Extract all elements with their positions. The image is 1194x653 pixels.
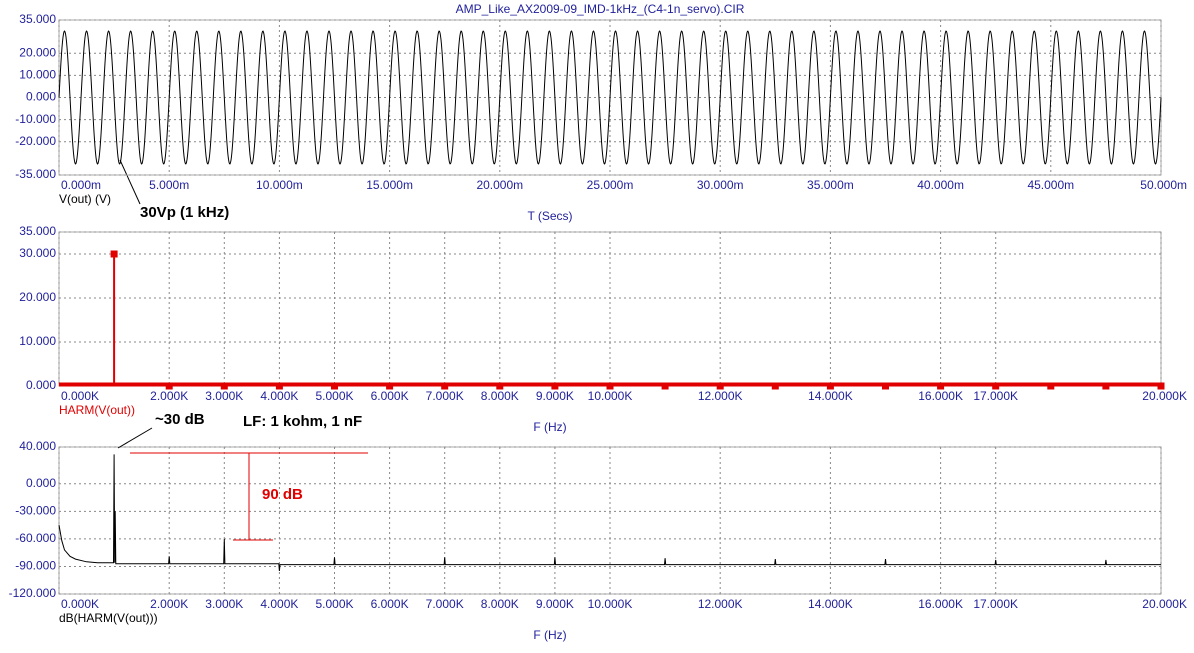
y-tick-label: -60.000: [15, 531, 56, 545]
stem-marker: [110, 250, 118, 258]
x-tick-label: 14.000K: [808, 597, 853, 611]
y-tick-label: 0.000: [26, 476, 56, 490]
y-tick-label: 10.000: [19, 68, 56, 82]
stem-marker: [1047, 382, 1055, 390]
x-tick-label: 4.000K: [260, 389, 298, 403]
stem-marker: [220, 382, 228, 390]
x-tick-label: 16.000K: [918, 389, 963, 403]
stem-marker: [882, 382, 889, 390]
legend-entry: HARM(V(out)): [59, 403, 135, 417]
x-tick-label: 7.000K: [426, 597, 464, 611]
x-tick-label: 40.000m: [917, 178, 964, 192]
x-tick-label: 10.000m: [256, 178, 303, 192]
annotation-leader: [117, 427, 153, 449]
x-tick-label: 35.000m: [807, 178, 854, 192]
y-tick-label: -10.000: [15, 112, 56, 126]
waveform: [58, 30, 1162, 165]
stem-marker: [1157, 382, 1165, 390]
y-tick-label: 40.000: [19, 439, 56, 453]
annotation: ~30 dB: [155, 411, 205, 428]
stem-marker: [275, 382, 283, 390]
y-tick-label: 20.000: [19, 45, 56, 59]
x-tick-label: 8.000K: [481, 597, 519, 611]
y-tick-label: 20.000: [19, 290, 56, 304]
annotation: 30Vp (1 kHz): [140, 204, 229, 221]
x-tick-label: 2.000K: [150, 389, 188, 403]
stem-marker: [937, 382, 945, 390]
stem-marker: [1102, 382, 1110, 390]
stem-marker: [496, 382, 504, 390]
x-tick-label: 10.000K: [588, 597, 633, 611]
x-tick-label: 17.000K: [973, 389, 1018, 403]
y-tick-label: 30.000: [19, 246, 56, 260]
stem-marker: [551, 382, 559, 390]
y-tick-label: -35.000: [15, 167, 56, 181]
y-tick-label: -30.000: [15, 503, 56, 517]
x-tick-label: 16.000K: [918, 597, 963, 611]
x-axis-label: F (Hz): [533, 420, 566, 434]
x-tick-label: 25.000m: [587, 178, 634, 192]
x-tick-label: 20.000K: [1142, 597, 1187, 611]
x-tick-label: 9.000K: [536, 389, 574, 403]
legend-entry: dB(HARM(V(out))): [59, 611, 158, 625]
x-axis-label: T (Secs): [527, 209, 572, 223]
x-tick-label: 3.000K: [205, 389, 243, 403]
annotation-leader: [119, 159, 141, 205]
stem-marker: [661, 382, 669, 390]
series-line: [58, 454, 1161, 572]
x-tick-label: 3.000K: [205, 597, 243, 611]
chart-title: AMP_Like_AX2009-09_IMD-1kHz_(C4-1n_servo…: [456, 2, 745, 16]
y-tick-label: -20.000: [15, 134, 56, 148]
x-tick-label: 20.000m: [476, 178, 523, 192]
x-tick-label: 9.000K: [536, 597, 574, 611]
x-tick-label: 30.000m: [697, 178, 744, 192]
stem-marker: [716, 382, 724, 390]
stem-marker: [165, 382, 173, 390]
x-tick-label: 0.000m: [61, 178, 101, 192]
x-tick-label: 0.000K: [61, 389, 99, 403]
x-tick-label: 2.000K: [150, 597, 188, 611]
y-tick-label: 0.000: [26, 90, 56, 104]
x-tick-label: 20.000K: [1142, 389, 1187, 403]
stem-marker: [992, 382, 1000, 390]
stem-marker: [441, 382, 449, 390]
x-tick-label: 12.000K: [698, 597, 743, 611]
x-tick-label: 45.000m: [1027, 178, 1074, 192]
x-tick-label: 7.000K: [426, 389, 464, 403]
stem-marker: [771, 382, 779, 390]
x-tick-label: 12.000K: [698, 389, 743, 403]
x-tick-label: 17.000K: [973, 597, 1018, 611]
x-tick-label: 0.000K: [61, 597, 99, 611]
y-tick-label: 10.000: [19, 334, 56, 348]
x-axis-label: F (Hz): [533, 628, 566, 642]
x-tick-label: 10.000K: [588, 389, 633, 403]
y-tick-label: 0.000: [26, 378, 56, 392]
annotation: 90 dB: [262, 486, 303, 503]
legend-entry: V(out) (V): [59, 192, 111, 206]
stem-marker: [826, 382, 834, 390]
x-tick-label: 4.000K: [260, 597, 298, 611]
x-tick-label: 8.000K: [481, 389, 519, 403]
x-tick-label: 50.000m: [1140, 178, 1187, 192]
y-tick-label: 35.000: [19, 12, 56, 26]
x-tick-label: 14.000K: [808, 389, 853, 403]
x-tick-label: 15.000m: [366, 178, 413, 192]
x-tick-label: 5.000K: [315, 597, 353, 611]
stem-marker: [606, 382, 614, 390]
x-tick-label: 5.000m: [149, 178, 189, 192]
y-tick-label: -90.000: [15, 559, 56, 573]
stem-marker: [386, 382, 394, 390]
y-tick-label: -120.000: [9, 586, 57, 600]
x-tick-label: 6.000K: [371, 389, 409, 403]
x-tick-label: 5.000K: [315, 389, 353, 403]
x-tick-label: 6.000K: [371, 597, 409, 611]
annotation: LF: 1 kohm, 1 nF: [243, 413, 362, 430]
y-tick-label: 35.000: [19, 224, 56, 238]
stem-marker: [331, 382, 338, 390]
